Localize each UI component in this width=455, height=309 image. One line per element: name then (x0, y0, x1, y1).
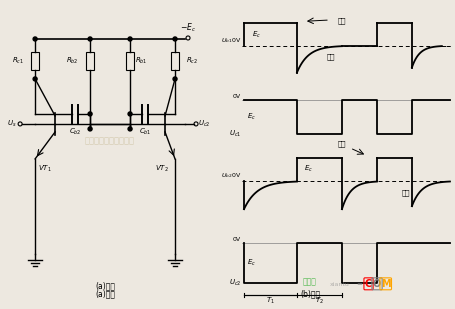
Text: $VT_1$: $VT_1$ (38, 164, 52, 174)
Text: 杭州合量科技有限公司: 杭州合量科技有限公司 (85, 136, 135, 146)
Circle shape (172, 37, 177, 41)
Circle shape (88, 37, 92, 41)
Bar (126, 52, 134, 70)
Text: xiantu: xiantu (329, 282, 349, 287)
Circle shape (128, 37, 132, 41)
Text: 充电: 充电 (326, 54, 335, 60)
Text: 接线图: 接线图 (303, 278, 316, 287)
Bar (86, 52, 94, 70)
Text: $R_{b2}$: $R_{b2}$ (66, 56, 79, 66)
Text: $E_c$: $E_c$ (247, 112, 255, 122)
Text: $E_c$: $E_c$ (247, 258, 255, 268)
Circle shape (172, 77, 177, 81)
Text: $U_{b1}$0V: $U_{b1}$0V (220, 36, 240, 45)
Text: C: C (364, 279, 371, 289)
Text: 充电: 充电 (401, 189, 410, 196)
Text: $E_c$: $E_c$ (303, 164, 312, 175)
Text: $R_{c1}$: $R_{c1}$ (12, 56, 24, 66)
Text: $U_{c2}$: $U_{c2}$ (228, 278, 240, 288)
Text: (a)电路: (a)电路 (95, 290, 115, 299)
Text: $U_{b2}$0V: $U_{b2}$0V (220, 171, 240, 180)
Text: O: O (372, 279, 380, 289)
Circle shape (33, 77, 37, 81)
Text: $E_c$: $E_c$ (252, 29, 260, 40)
Bar (171, 52, 179, 70)
Text: $U_{c1}$: $U_{c1}$ (228, 129, 240, 139)
Text: (a)电路: (a)电路 (95, 282, 115, 291)
Circle shape (88, 127, 92, 131)
Text: $U_{s}$: $U_{s}$ (7, 119, 17, 129)
Text: $U_{c2}$: $U_{c2}$ (197, 119, 210, 129)
Text: $R_{b1}$: $R_{b1}$ (135, 56, 147, 66)
Text: $C_{b2}$: $C_{b2}$ (69, 127, 81, 137)
Bar (31, 52, 39, 70)
Text: 放电: 放电 (337, 17, 345, 23)
Circle shape (33, 37, 37, 41)
Text: 0V: 0V (233, 94, 240, 99)
Text: $-E_c$: $-E_c$ (180, 22, 196, 34)
Text: $C_{b1}$: $C_{b1}$ (138, 127, 151, 137)
Circle shape (88, 112, 92, 116)
Text: M: M (380, 279, 389, 289)
Text: $VT_2$: $VT_2$ (155, 164, 168, 174)
Circle shape (128, 127, 132, 131)
Text: $R_{c2}$: $R_{c2}$ (186, 56, 198, 66)
Text: 放电: 放电 (337, 140, 345, 147)
Text: $T_2$: $T_2$ (314, 296, 323, 306)
Text: (b)波形: (b)波形 (299, 290, 319, 299)
Text: $T_1$: $T_1$ (265, 296, 274, 306)
Text: 0V: 0V (233, 237, 240, 242)
Text: =: = (355, 281, 361, 287)
Circle shape (128, 112, 132, 116)
